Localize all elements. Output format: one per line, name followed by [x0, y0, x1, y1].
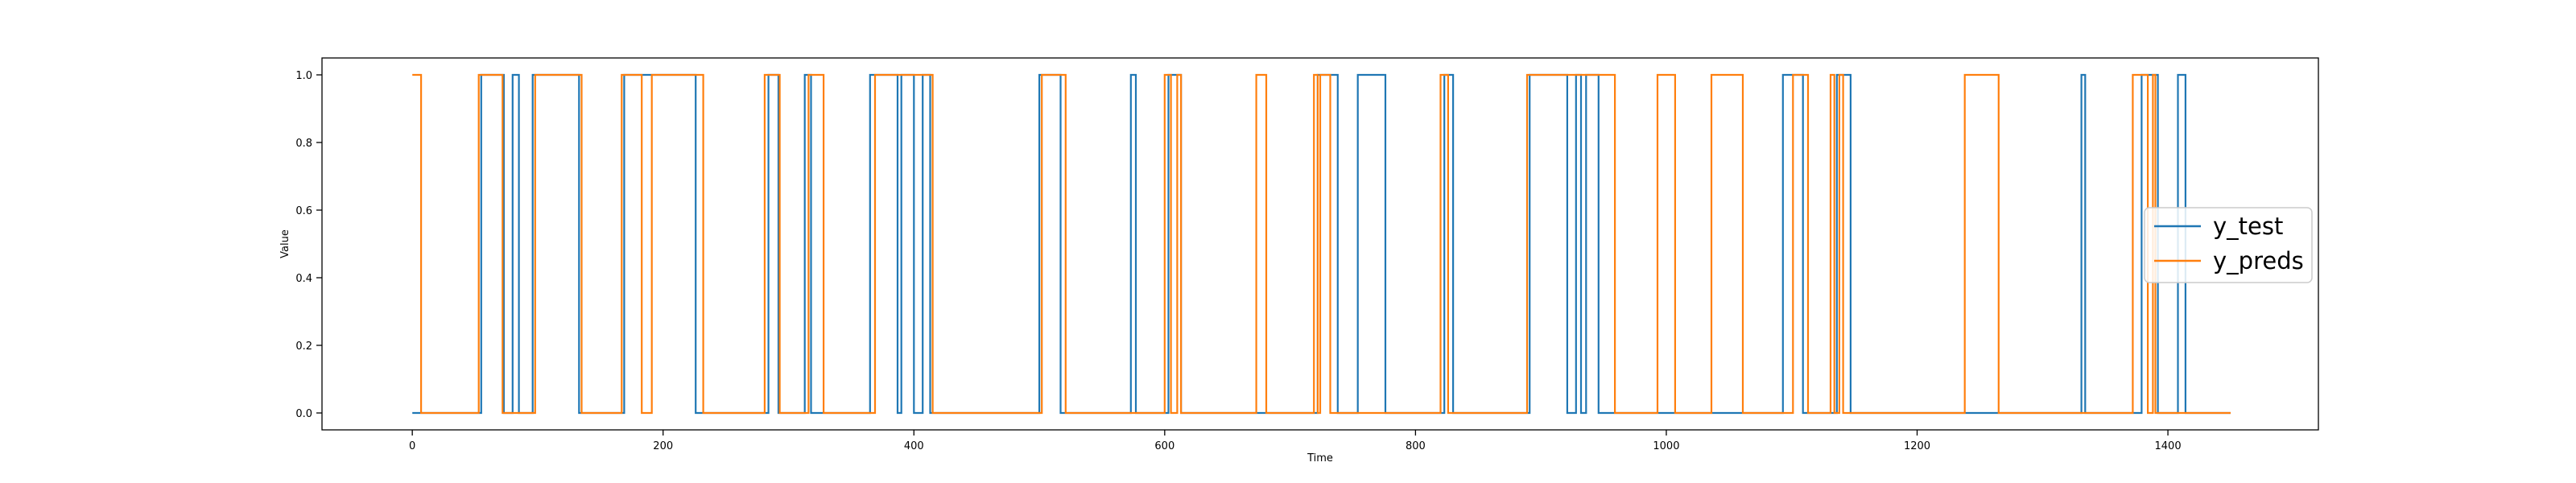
x-axis-ticks: 0 200 400 600 800 1000 1200 1400 [409, 430, 2182, 452]
x-tick-label: 400 [904, 440, 924, 452]
plot-frame [321, 57, 2319, 431]
legend-label-y-preds: y_preds [2213, 247, 2304, 275]
y-tick-label: 0.2 [295, 341, 312, 353]
x-tick-label: 800 [1406, 440, 1426, 452]
x-axis-label: Time [1307, 452, 1333, 464]
y-tick-label: 1.0 [295, 70, 312, 82]
x-tick-label: 200 [653, 440, 673, 452]
series-line-y-preds [412, 73, 2231, 415]
y-tick-label: 0.8 [295, 138, 312, 150]
series-line-y-test [412, 73, 2231, 415]
legend: y_test y_preds [2144, 207, 2313, 283]
x-tick-label: 600 [1154, 440, 1174, 452]
y-tick-label: 0.0 [295, 408, 312, 420]
x-tick-label: 1400 [2155, 440, 2182, 452]
plot-lines [412, 73, 2231, 415]
x-tick-label: 0 [409, 440, 415, 452]
x-tick-label: 1200 [1904, 440, 1930, 452]
y-tick-label: 0.4 [295, 273, 312, 285]
legend-label-y-test: y_test [2213, 213, 2283, 240]
x-tick-label: 1000 [1653, 440, 1679, 452]
y-tick-label: 0.6 [295, 205, 312, 217]
y-axis-label: Value [279, 229, 291, 258]
y-axis-ticks: 0.0 0.2 0.4 0.6 0.8 1.0 [295, 70, 322, 420]
